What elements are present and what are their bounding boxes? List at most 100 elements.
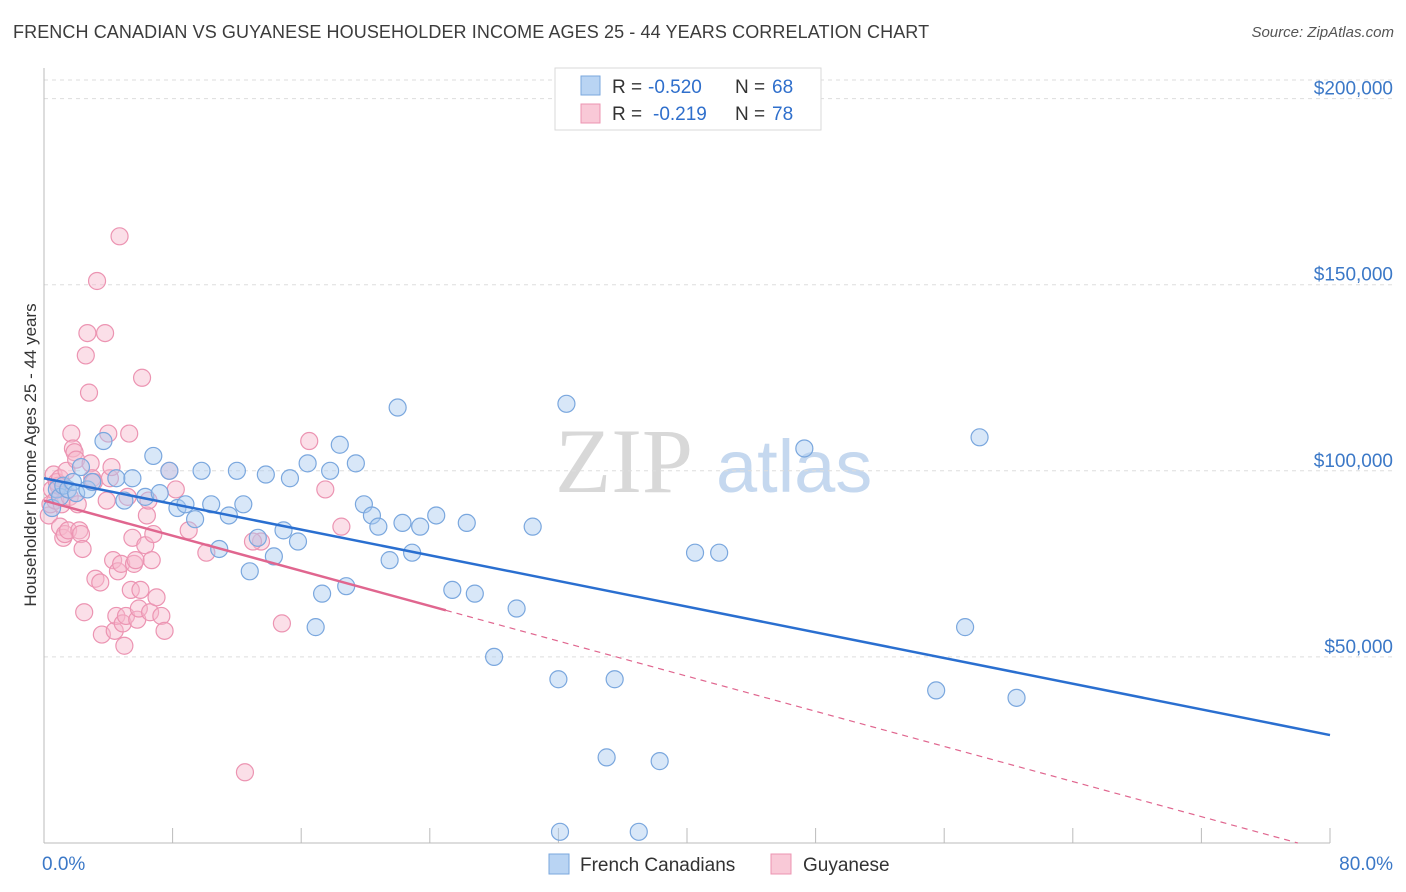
legend-swatch-pink [580, 103, 601, 124]
legend-swatch-blue [580, 75, 601, 96]
guyanese-point [107, 606, 126, 626]
french-canadian-point [330, 435, 349, 454]
guyanese-trend-line-extension [445, 609, 1299, 844]
y-tick-label: $150,000 [1314, 265, 1393, 286]
guyanese-point [166, 480, 185, 499]
guyanese-point [71, 524, 91, 544]
guyanese-point [132, 368, 152, 387]
french-canadian-point [605, 670, 624, 689]
french-canadian-point [970, 428, 989, 447]
legend-r-value: -0.219 [653, 104, 707, 125]
french-canadian-point [264, 547, 283, 566]
french-canadian-point [650, 752, 669, 771]
french-canadian-point [411, 517, 430, 536]
guyanese-point [142, 551, 161, 570]
french-canadian-point [427, 506, 446, 525]
axes [43, 68, 1331, 844]
trend-lines [43, 477, 1331, 844]
guyanese-point [126, 551, 145, 570]
french-canadian-point [557, 394, 576, 413]
french-canadian-point [248, 528, 267, 547]
guyanese-points [39, 227, 351, 782]
guyanese-point [131, 580, 150, 600]
guyanese-point [300, 431, 319, 451]
french-canadian-point [710, 543, 729, 562]
guyanese-point [112, 554, 131, 573]
legend: R = -0.520 N = 68 R = -0.219 N = 78 [554, 67, 822, 131]
french-canadian-point [393, 513, 412, 533]
guyanese-point [152, 606, 171, 626]
guyanese-point [97, 491, 116, 510]
bottom-legend-label: French Canadians [580, 855, 735, 876]
guyanese-trend-line [43, 499, 447, 612]
x-tick-min: 0.0% [42, 854, 85, 875]
bottom-legend-swatch-pink [770, 853, 792, 875]
french-canadian-point [485, 647, 504, 667]
guyanese-point [87, 271, 107, 291]
guyanese-point [129, 599, 148, 618]
french-canadian-point [256, 465, 275, 484]
french-canadian-point [240, 562, 259, 581]
watermark-atlas: atlas [716, 425, 872, 508]
french-canadian-point [71, 457, 91, 477]
french-canadian-point [186, 510, 205, 529]
guyanese-point [76, 346, 95, 365]
guyanese-point [115, 636, 134, 655]
legend-n-value: 68 [772, 77, 793, 98]
legend-n-label: N = [735, 77, 765, 98]
french-canadian-point [288, 532, 308, 551]
french-canadian-point [312, 584, 332, 603]
french-canadian-point [549, 670, 568, 689]
guyanese-point [81, 454, 100, 473]
french-canadian-point [629, 822, 648, 841]
french-canadian-point [457, 513, 476, 533]
french-canadian-point [927, 681, 946, 700]
guyanese-point [332, 517, 351, 536]
y-tick-label: $50,000 [1324, 637, 1393, 658]
guyanese-point [147, 588, 166, 607]
watermark-zip: ZIP [555, 410, 693, 512]
french-canadian-point [144, 446, 163, 466]
french-canadian-point [685, 543, 705, 562]
french-canadian-point [227, 461, 246, 480]
legend-n-value: 78 [772, 104, 793, 125]
guyanese-point [110, 227, 129, 246]
french-canadian-point [465, 584, 484, 603]
french-canadian-point [795, 439, 814, 458]
guyanese-point [316, 480, 335, 499]
french-canadian-point [362, 506, 382, 525]
french-canadian-point [107, 469, 126, 488]
guyanese-point [78, 323, 97, 343]
legend-r-label: R = [612, 104, 642, 125]
french-canadian-point [369, 517, 388, 536]
guyanese-point [95, 323, 115, 343]
french-canadian-point [346, 454, 365, 473]
guyanese-point [235, 763, 255, 782]
guyanese-point [102, 457, 121, 477]
guyanese-point [137, 506, 156, 525]
guyanese-point [79, 383, 99, 402]
french-canadian-point [380, 551, 399, 570]
bottom-legend-label: Guyanese [803, 855, 890, 876]
guyanese-point [62, 424, 81, 443]
guyanese-point [272, 614, 292, 633]
french-canadian-point [94, 431, 113, 451]
legend-r-label: R = [612, 77, 642, 98]
guyanese-point [75, 603, 94, 622]
french-canadian-point [280, 469, 300, 488]
guyanese-point [120, 424, 139, 443]
y-axis-label: Householder Income Ages 25 - 44 years [21, 303, 40, 606]
french-canadian-point [234, 495, 253, 514]
french-canadian-point [1007, 688, 1026, 707]
french-canadian-point [306, 618, 325, 637]
x-tick-max: 80.0% [1339, 854, 1393, 875]
french-canadian-point [192, 461, 211, 480]
french-canadian-point [523, 517, 542, 536]
french-canadian-point [388, 398, 407, 417]
legend-r-value: -0.520 [648, 77, 702, 98]
french-canadian-point [160, 461, 179, 480]
french-canadian-points [42, 394, 1026, 841]
french-canadian-point [955, 618, 975, 637]
french-canadian-point [443, 580, 462, 600]
